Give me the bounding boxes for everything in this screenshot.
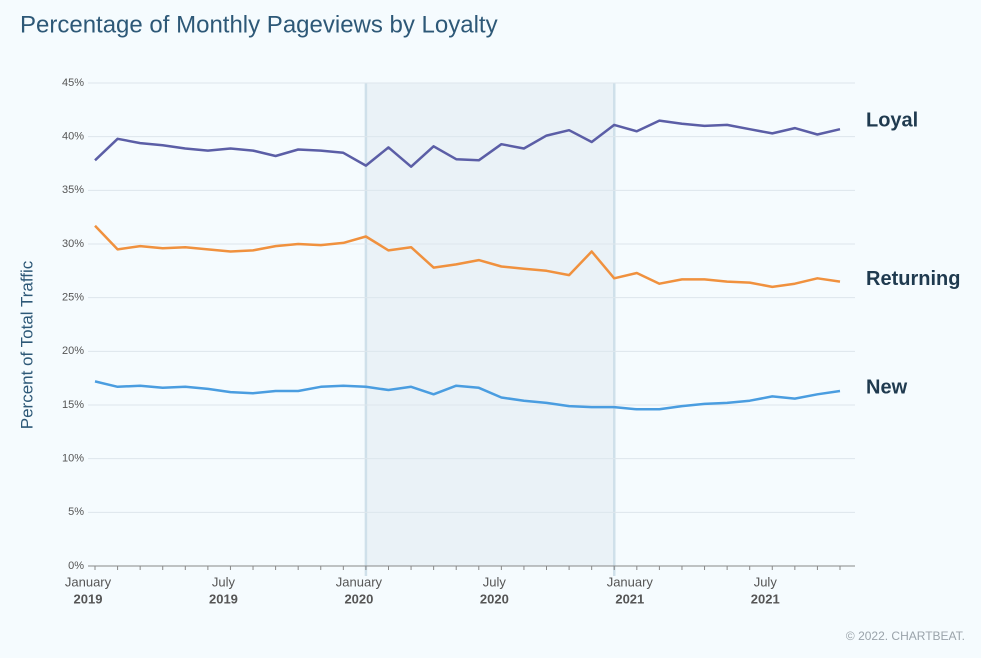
x-tick-label: July [212, 574, 236, 589]
chart-title: Percentage of Monthly Pageviews by Loyal… [20, 11, 498, 38]
x-tick-year: 2019 [209, 591, 238, 606]
x-tick-label: July [754, 574, 778, 589]
y-tick-label: 40% [62, 131, 84, 143]
highlight-band [365, 83, 615, 566]
x-tick-label: July [483, 574, 507, 589]
x-tick-label: January [607, 574, 654, 589]
y-tick-label: 20% [62, 345, 84, 357]
y-tick-label: 45% [62, 77, 84, 89]
x-tick-year: 2020 [480, 591, 509, 606]
x-tick-year: 2020 [344, 591, 373, 606]
series-label: Returning [866, 268, 960, 290]
x-tick-label: January [65, 574, 112, 589]
x-tick-year: 2021 [615, 591, 644, 606]
series-line [94, 380, 841, 411]
y-tick-label: 15% [62, 399, 84, 411]
footer: © 2022. CHARTBEAT. [846, 629, 965, 643]
y-tick-label: 25% [62, 292, 84, 304]
series-line [94, 119, 841, 168]
series-line [94, 224, 841, 289]
y-tick-label: 30% [62, 238, 84, 250]
y-tick-label: 0% [68, 560, 84, 572]
series-label: New [866, 376, 908, 398]
y-tick-label: 10% [62, 453, 84, 465]
y-tick-label: 5% [68, 506, 84, 518]
x-tick-year: 2019 [74, 591, 103, 606]
y-tick-label: 35% [62, 184, 84, 196]
x-tick-year: 2021 [751, 591, 780, 606]
x-tick-label: January [336, 574, 383, 589]
y-axis-title: Percent of Total Traffic [17, 260, 36, 429]
series-label: Loyal [866, 109, 918, 131]
